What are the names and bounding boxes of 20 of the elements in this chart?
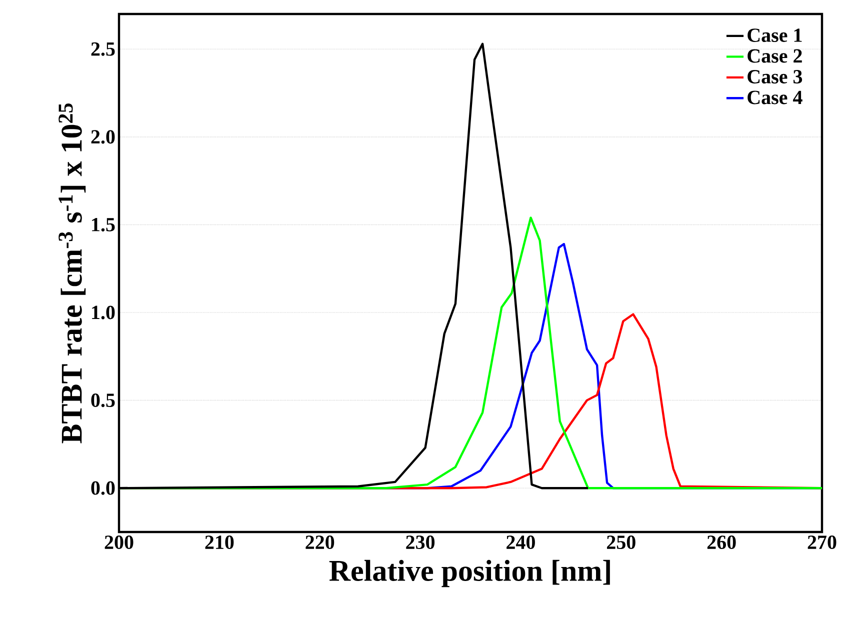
legend-label: Case 3 [748,70,802,84]
x-tick-label: 220 [306,536,334,550]
x-tick-label: 270 [808,536,836,550]
x-tick-label: 200 [104,536,134,550]
y-tick-label: 2.0 [91,130,115,144]
legend-label: Case 4 [748,90,802,104]
legend-label: Case 1 [748,28,802,42]
y-tick-label: 1.5 [92,218,115,232]
x-tick-label: 260 [707,536,736,550]
x-tick-label: 250 [606,536,636,550]
x-tick-label: 210 [205,536,234,550]
x-tick-label: 230 [406,536,435,550]
x-axis-title: Relative position [nm] [329,560,610,588]
x-tick-label: 240 [506,536,535,550]
y-tick-label: 2.5 [91,42,115,56]
y-tick-label: 1.0 [92,306,115,320]
legend-label: Case 2 [748,49,802,63]
y-axis-title: BTBT rate [cm$^{-3}$ s$^{-1}$] x 10$^{25}$ [58,103,86,444]
y-tick-label: 0.5 [91,394,115,408]
y-tick-label: 0.0 [91,481,115,495]
